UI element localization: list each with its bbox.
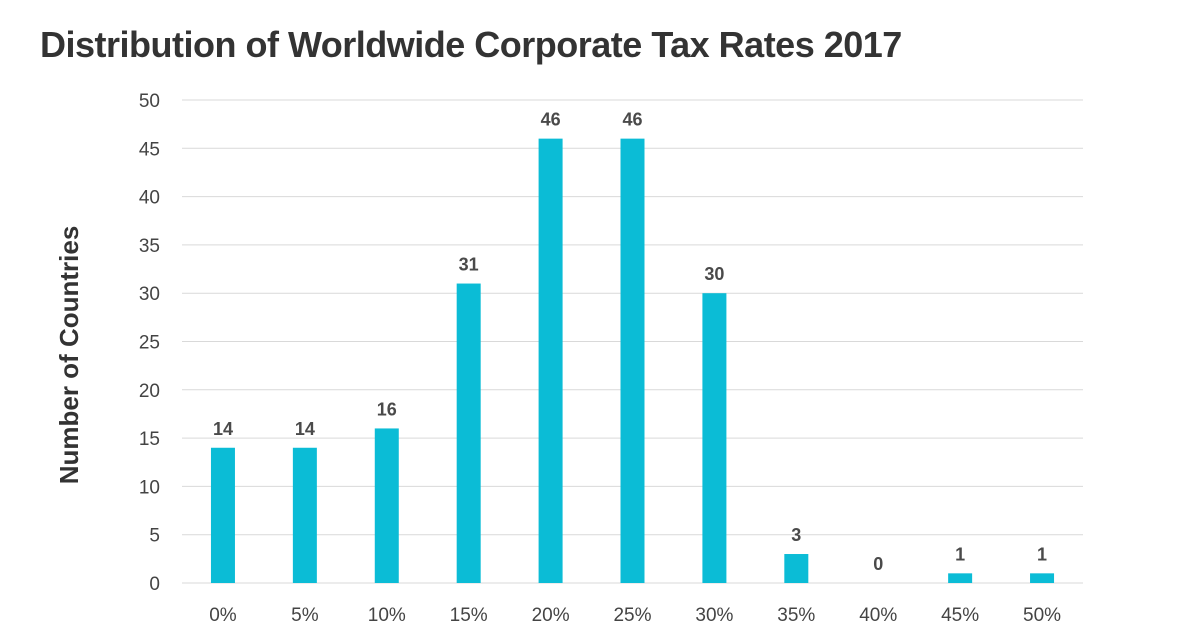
data-label: 46: [541, 110, 561, 130]
bar-30pct: [702, 293, 727, 583]
x-tick-label: 45%: [941, 605, 979, 626]
bar-45pct: [948, 573, 973, 583]
x-tick-label: 25%: [613, 605, 651, 626]
x-tick-label: 50%: [1023, 605, 1061, 626]
y-tick-label: 40: [139, 188, 160, 209]
y-tick-label: 5: [149, 526, 160, 547]
data-label: 3: [791, 525, 801, 545]
bar-5pct: [292, 447, 317, 583]
y-tick-label: 0: [149, 574, 160, 595]
x-tick-label: 20%: [532, 605, 570, 626]
x-axis-ticks: 0% 5% 10% 15% 20% 25% 30% 35% 40% 45% 50%: [209, 605, 1061, 626]
y-axis-ticks: 0 5 10 15 20 25 30 35 40 45 50: [139, 91, 160, 595]
bar-35pct: [784, 554, 809, 583]
bar-25pct: [620, 138, 645, 583]
y-tick-label: 20: [139, 381, 160, 402]
y-tick-label: 50: [139, 91, 160, 112]
bar-50pct: [1030, 573, 1055, 583]
data-label: 1: [1037, 544, 1047, 564]
data-label: 30: [704, 264, 724, 284]
y-tick-label: 15: [139, 429, 160, 450]
bar-10pct: [374, 428, 399, 583]
bar-20pct: [538, 138, 563, 583]
data-label: 14: [295, 419, 315, 439]
x-tick-label: 40%: [859, 605, 897, 626]
x-tick-label: 30%: [695, 605, 733, 626]
data-label: 46: [622, 110, 642, 130]
x-tick-label: 35%: [777, 605, 815, 626]
data-label: 14: [213, 419, 233, 439]
y-tick-label: 35: [139, 236, 160, 257]
chart-title: Distribution of Worldwide Corporate Tax …: [40, 24, 902, 65]
data-label: 16: [377, 399, 397, 419]
x-tick-label: 0%: [209, 605, 237, 626]
y-axis-label: Number of Countries: [54, 226, 84, 485]
y-tick-label: 30: [139, 284, 160, 305]
y-tick-label: 25: [139, 333, 160, 354]
x-tick-label: 5%: [291, 605, 319, 626]
x-tick-label: 10%: [368, 605, 406, 626]
bars: [210, 138, 1055, 583]
y-tick-label: 45: [139, 139, 160, 160]
x-tick-label: 15%: [450, 605, 488, 626]
data-label: 1: [955, 544, 965, 564]
bar-15pct: [456, 283, 481, 583]
bar-0pct: [210, 447, 235, 583]
data-label: 0: [873, 554, 883, 574]
y-tick-label: 10: [139, 477, 160, 498]
data-label: 31: [459, 255, 479, 275]
